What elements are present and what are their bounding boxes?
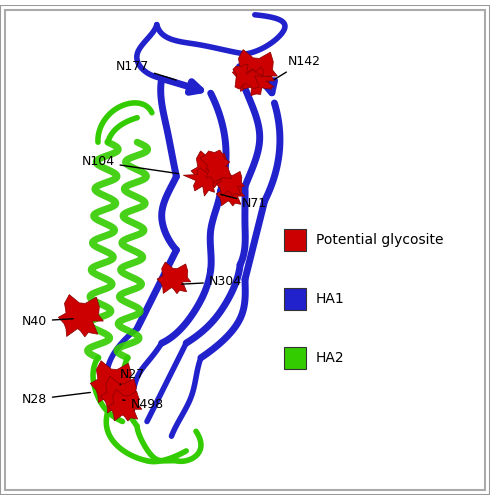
Bar <box>284 288 306 310</box>
Polygon shape <box>233 64 264 89</box>
Bar <box>284 347 306 369</box>
Polygon shape <box>191 151 230 188</box>
Text: N104: N104 <box>81 156 178 174</box>
Text: N177: N177 <box>116 60 176 80</box>
Polygon shape <box>232 50 277 92</box>
Text: HA2: HA2 <box>316 351 344 365</box>
Text: N28: N28 <box>22 392 90 406</box>
Text: N27: N27 <box>120 368 145 385</box>
Polygon shape <box>58 294 103 337</box>
Bar <box>284 229 306 251</box>
Polygon shape <box>216 170 245 196</box>
Polygon shape <box>100 376 140 414</box>
Polygon shape <box>157 262 191 294</box>
Text: N142: N142 <box>274 55 320 80</box>
Polygon shape <box>216 180 245 206</box>
Text: N71: N71 <box>220 194 268 210</box>
Polygon shape <box>200 150 231 182</box>
Polygon shape <box>90 360 135 403</box>
Polygon shape <box>108 390 142 421</box>
Text: HA1: HA1 <box>316 292 345 306</box>
Text: N304: N304 <box>182 276 242 288</box>
Text: Potential glycosite: Potential glycosite <box>316 233 443 247</box>
Text: N498: N498 <box>123 398 164 411</box>
Text: N40: N40 <box>22 314 73 328</box>
Polygon shape <box>183 164 222 196</box>
Polygon shape <box>243 67 274 96</box>
